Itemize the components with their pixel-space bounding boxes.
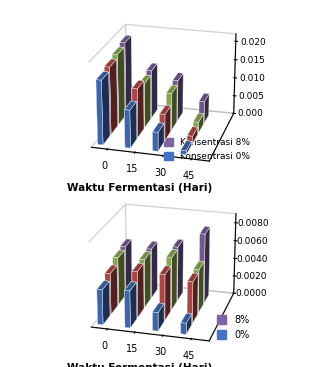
Legend: 8%, 0%: 8%, 0% xyxy=(213,311,253,344)
Text: Waktu Fermentasi (Hari): Waktu Fermentasi (Hari) xyxy=(67,183,212,193)
Legend: Konsentrasi 8%, Konsentrasi 0%: Konsentrasi 8%, Konsentrasi 0% xyxy=(160,134,254,164)
Text: Waktu Fermentasi (Hari): Waktu Fermentasi (Hari) xyxy=(67,363,212,367)
